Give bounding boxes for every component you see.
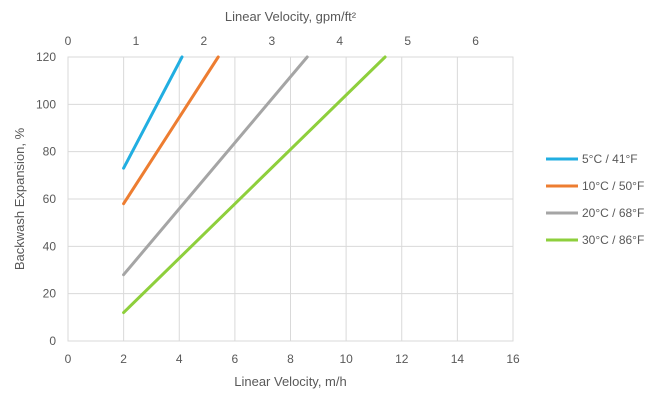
series-line <box>122 55 387 315</box>
y-tick-label: 60 <box>43 192 57 206</box>
legend-label: 30°C / 86°F <box>582 233 644 247</box>
legend: 5°C / 41°F 10°C / 50°F 20°C / 68°F 30°C / 8… <box>546 152 644 247</box>
x-tick-label: 10 <box>339 352 353 366</box>
top-x-tick-label: 5 <box>404 34 411 48</box>
x-tick-label: 14 <box>451 352 465 366</box>
top-x-tick-label: 6 <box>472 34 479 48</box>
y-tick-label: 20 <box>43 287 57 301</box>
plot-area-border <box>67 56 514 342</box>
top-x-tick-label: 4 <box>336 34 343 48</box>
x-tick-label: 12 <box>395 352 409 366</box>
top-x-tick-label: 1 <box>133 34 140 48</box>
x-tick-label: 0 <box>65 352 72 366</box>
x-axis-title: Linear Velocity, m/h <box>234 374 346 389</box>
x-tick-label: 16 <box>506 352 520 366</box>
top-x-axis-tick-labels: 0 1 2 3 4 5 6 <box>65 34 480 48</box>
y-tick-label: 100 <box>36 97 56 111</box>
top-x-axis-title: Linear Velocity, gpm/ft² <box>225 9 357 24</box>
top-x-tick-label: 3 <box>268 34 275 48</box>
series-lines <box>122 55 387 315</box>
series-line <box>122 55 309 277</box>
y-axis-tick-labels: 0 20 40 60 80 100 120 <box>36 50 56 348</box>
y-axis-title: Backwash Expansion, % <box>12 127 27 270</box>
y-tick-label: 0 <box>49 334 56 348</box>
top-x-tick-label: 0 <box>65 34 72 48</box>
x-tick-label: 2 <box>120 352 127 366</box>
x-tick-label: 4 <box>176 352 183 366</box>
y-tick-label: 40 <box>43 239 57 253</box>
legend-label: 5°C / 41°F <box>582 152 638 166</box>
series-line <box>122 55 184 170</box>
y-tick-label: 80 <box>43 145 57 159</box>
series-line <box>122 55 220 206</box>
y-tick-label: 120 <box>36 50 56 64</box>
legend-label: 20°C / 68°F <box>582 206 644 220</box>
x-axis-tick-labels: 0 2 4 6 8 10 12 14 16 <box>65 352 520 366</box>
legend-label: 10°C / 50°F <box>582 179 644 193</box>
x-tick-label: 6 <box>232 352 239 366</box>
top-x-tick-label: 2 <box>201 34 208 48</box>
x-tick-label: 8 <box>287 352 294 366</box>
grid-lines <box>68 57 513 341</box>
